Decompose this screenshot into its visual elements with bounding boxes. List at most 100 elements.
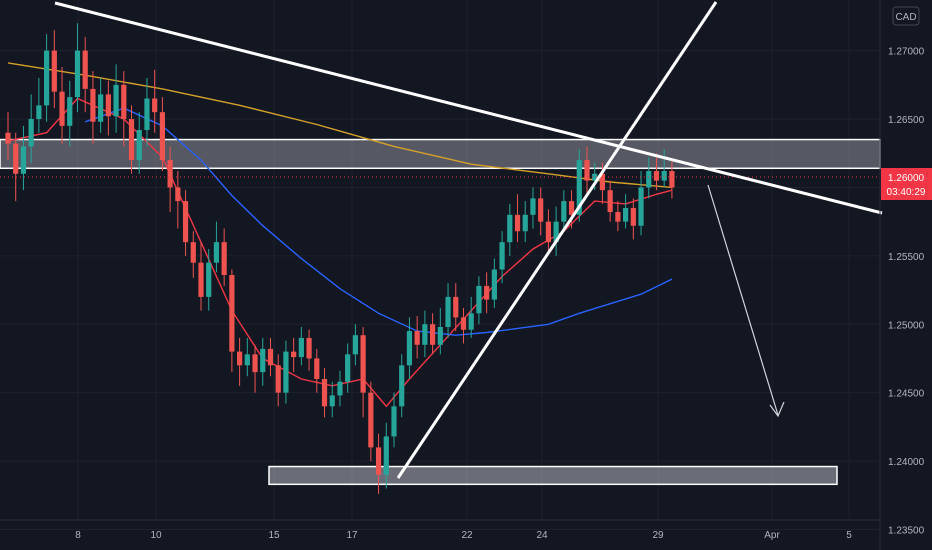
candle-body[interactable] — [105, 94, 111, 117]
candle-body[interactable] — [329, 395, 335, 407]
candle-body[interactable] — [576, 160, 582, 215]
candle-body[interactable] — [59, 91, 65, 126]
candle-body[interactable] — [630, 207, 636, 226]
candle-body[interactable] — [221, 242, 227, 275]
time-axis[interactable]: 8 10 15 17 22 24 29 Apr 5 — [0, 519, 880, 541]
candle-body[interactable] — [321, 378, 328, 407]
candle-body[interactable] — [669, 171, 675, 188]
candle-body[interactable] — [507, 214, 513, 243]
candle-body[interactable] — [514, 214, 521, 232]
candle-body[interactable] — [568, 201, 575, 215]
candle-body[interactable] — [623, 207, 629, 222]
candle-body[interactable] — [453, 296, 459, 318]
candle-body[interactable] — [152, 98, 158, 113]
candle-body[interactable] — [237, 351, 243, 366]
candle-body[interactable] — [121, 84, 127, 120]
candle-body[interactable] — [538, 198, 544, 222]
candle-body[interactable] — [175, 187, 181, 202]
candle-body[interactable] — [437, 326, 443, 345]
candle-body[interactable] — [607, 190, 613, 213]
candle-body[interactable] — [267, 348, 274, 366]
candle-body[interactable] — [522, 214, 528, 232]
candle-body[interactable] — [67, 97, 73, 126]
candle-body[interactable] — [229, 275, 235, 352]
candle-body[interactable] — [445, 296, 451, 327]
candle-body[interactable] — [198, 262, 204, 297]
candle-body[interactable] — [206, 262, 212, 297]
candle-body[interactable] — [360, 335, 366, 393]
candle-body[interactable] — [244, 354, 250, 366]
candle-body[interactable] — [661, 171, 667, 181]
candle-body[interactable] — [414, 331, 420, 345]
support-zone[interactable] — [268, 465, 838, 486]
candle-body[interactable] — [13, 143, 19, 174]
candle-body[interactable] — [561, 201, 567, 222]
candle-body[interactable] — [213, 242, 220, 263]
candle-body[interactable] — [190, 242, 196, 263]
candle-body[interactable] — [136, 129, 142, 161]
candle-body[interactable] — [82, 50, 88, 89]
candle-body[interactable] — [368, 392, 374, 448]
candle-body[interactable] — [252, 354, 258, 373]
candle-body[interactable] — [491, 269, 497, 300]
candle-body[interactable] — [460, 317, 467, 330]
candle-body[interactable] — [314, 358, 320, 379]
candle-body[interactable] — [144, 98, 150, 130]
drawings[interactable] — [54, 1, 883, 479]
ascending-trendline[interactable] — [396, 1, 718, 479]
candle-body[interactable] — [391, 406, 397, 437]
candle-body[interactable] — [98, 94, 104, 122]
candle-body[interactable] — [638, 187, 644, 226]
candle-body[interactable] — [298, 337, 304, 358]
candle-body[interactable] — [352, 335, 358, 355]
candle-body[interactable] — [20, 146, 27, 174]
time-tick-label: 17 — [346, 530, 358, 541]
candle-body[interactable] — [584, 160, 590, 181]
candle-body[interactable] — [275, 365, 281, 393]
candle-body[interactable] — [159, 112, 165, 161]
candle-body[interactable] — [399, 365, 405, 407]
candle-body[interactable] — [345, 354, 351, 382]
candle-body[interactable] — [182, 201, 189, 243]
candle-body[interactable] — [430, 324, 436, 345]
descending-trendline[interactable] — [54, 1, 883, 215]
candle-body[interactable] — [74, 50, 81, 98]
candle-body[interactable] — [113, 84, 119, 117]
candle-body[interactable] — [553, 221, 559, 243]
candle-body[interactable] — [51, 50, 57, 92]
candle-body[interactable] — [291, 351, 297, 358]
candle-body[interactable] — [167, 160, 173, 188]
price-tick-label: 1.24000 — [888, 457, 925, 468]
candle-body[interactable] — [375, 447, 382, 475]
candle-body[interactable] — [283, 351, 289, 393]
candle-body[interactable] — [599, 173, 606, 191]
candle-body[interactable] — [646, 171, 652, 188]
candle-body[interactable] — [260, 348, 266, 373]
candle-body[interactable] — [36, 105, 42, 120]
price-axis[interactable]: CAD 1.27000 1.26500 1.26000 1.25500 1.25000 1… — [879, 0, 932, 550]
candle-body[interactable] — [44, 50, 50, 106]
candle-body[interactable] — [545, 221, 551, 243]
candle-body[interactable] — [476, 285, 482, 314]
candle-body[interactable] — [592, 173, 598, 181]
candle-body[interactable] — [530, 198, 536, 215]
candle-body[interactable] — [383, 436, 389, 475]
time-tick-label: 22 — [461, 530, 473, 541]
time-tick-label: Apr — [764, 530, 780, 541]
candle-body[interactable] — [28, 119, 34, 147]
candle-body[interactable] — [306, 337, 312, 359]
candle-body[interactable] — [484, 285, 490, 300]
candle-body[interactable] — [5, 132, 11, 144]
candle-body[interactable] — [499, 242, 505, 270]
candle-body[interactable] — [337, 381, 343, 396]
candle-body[interactable] — [406, 331, 413, 366]
candle-body[interactable] — [128, 119, 135, 161]
candle-body[interactable] — [90, 88, 96, 122]
candle-body[interactable] — [615, 212, 621, 222]
candle-body[interactable] — [653, 171, 660, 181]
candle-body[interactable] — [422, 324, 428, 345]
projection-arrow[interactable] — [707, 184, 779, 416]
candle-body[interactable] — [468, 313, 474, 330]
candles[interactable] — [5, 23, 675, 494]
